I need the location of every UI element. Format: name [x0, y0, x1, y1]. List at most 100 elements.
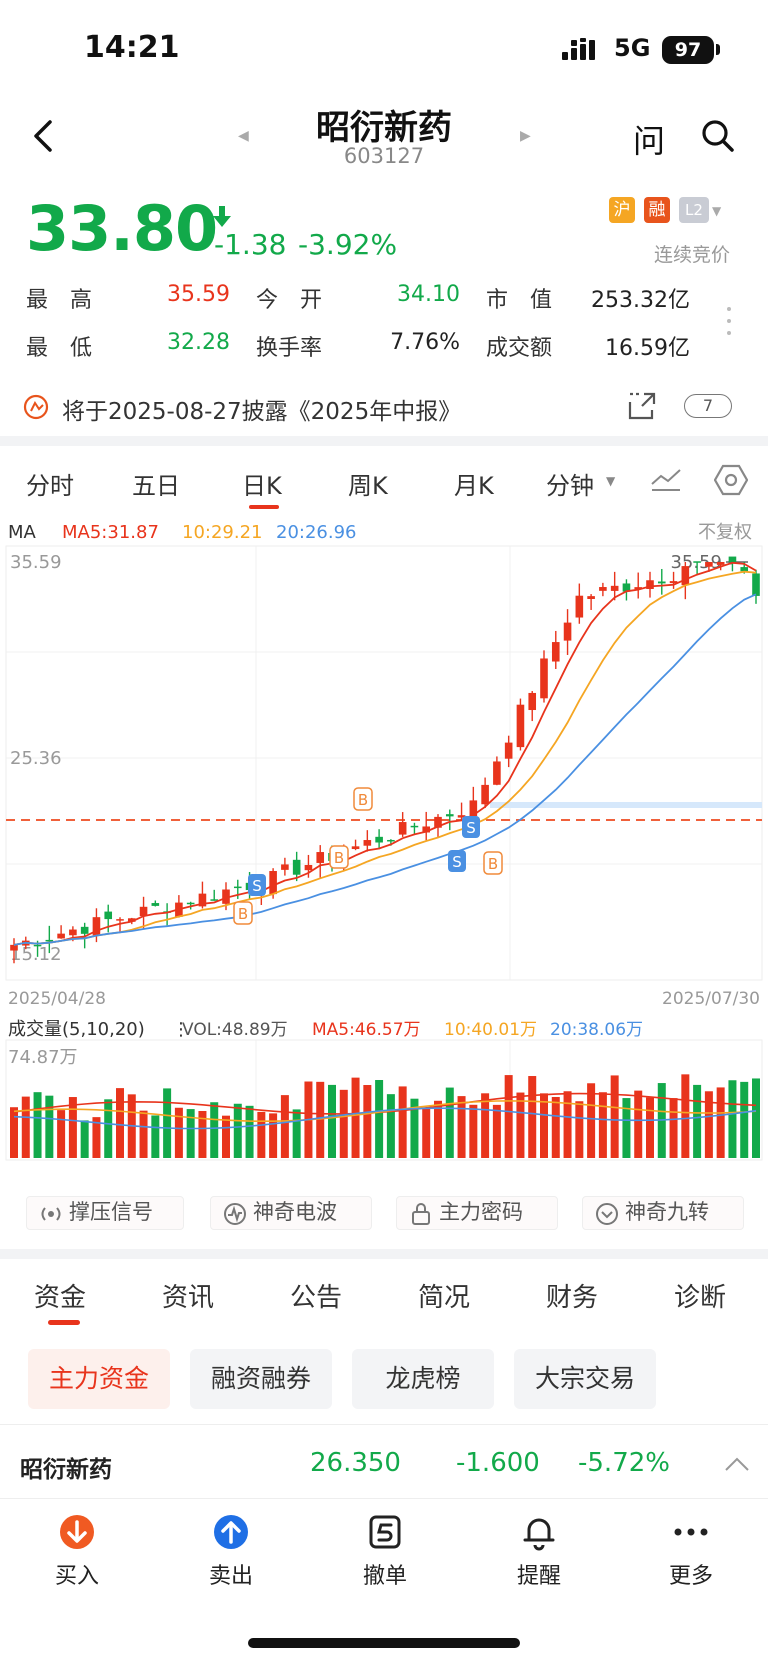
stat-label-mktcap: 市 值 — [486, 288, 553, 313]
back-icon[interactable] — [28, 116, 58, 156]
candle-body — [481, 784, 489, 805]
main-force-code-button[interactable]: 主力密码 — [396, 1196, 558, 1230]
volume-bar — [174, 1107, 183, 1158]
sell-signal-marker[interactable]: S — [462, 816, 480, 838]
tab-five-day[interactable]: 五日 — [132, 472, 180, 500]
volume-bar — [598, 1092, 607, 1158]
buy-button[interactable]: 买入 — [22, 1512, 132, 1590]
chevron-up-icon[interactable] — [724, 1456, 750, 1472]
candle-body — [104, 911, 113, 920]
tool-label: 撑压信号 — [69, 1200, 153, 1224]
tab-diagnosis[interactable]: 诊断 — [674, 1283, 727, 1313]
chip-main-funds[interactable]: 主力资金 — [28, 1349, 170, 1409]
volume-bars — [10, 1074, 760, 1158]
candle-body — [269, 871, 277, 895]
active-tab-indicator — [249, 505, 279, 509]
more-button[interactable]: 更多 — [636, 1512, 746, 1590]
magic-nine-button[interactable]: 神奇九转 — [582, 1196, 744, 1230]
candle-body — [151, 903, 160, 906]
candle-body — [233, 886, 242, 889]
section-divider — [0, 436, 768, 446]
volume-ma-lines — [13, 1092, 757, 1130]
stat-value-amount: 16.59亿 — [605, 336, 690, 361]
candle-body — [575, 595, 584, 618]
volume-bar — [445, 1087, 454, 1158]
alert-button[interactable]: 提醒 — [484, 1512, 594, 1590]
sell-signal-marker[interactable]: S — [448, 850, 466, 872]
search-icon[interactable] — [700, 118, 736, 154]
tool-label: 神奇九转 — [625, 1200, 709, 1224]
tab-minute[interactable]: 分钟 — [546, 472, 594, 500]
cancel-order-icon — [369, 1515, 401, 1549]
buy-signal-marker[interactable]: B — [353, 787, 373, 811]
tab-news[interactable]: 资讯 — [162, 1283, 215, 1313]
adjust-mode[interactable]: 不复权 — [698, 522, 752, 543]
buy-signal-marker[interactable]: B — [483, 851, 503, 875]
candlesticks — [10, 556, 760, 964]
chevron-down-icon[interactable]: ▼ — [712, 204, 722, 218]
notice-count-badge[interactable]: 7 — [684, 394, 732, 418]
candle-body — [80, 926, 89, 934]
volume-bar — [198, 1110, 207, 1158]
volume-bar — [33, 1092, 42, 1158]
chip-block-trade[interactable]: 大宗交易 — [514, 1349, 656, 1409]
buy-signal-marker[interactable]: B — [233, 901, 253, 925]
tab-monthly-k[interactable]: 月K — [454, 472, 494, 500]
next-stock-icon[interactable]: ▶ — [520, 128, 531, 144]
chevron-down-icon[interactable]: ▼ — [606, 474, 616, 488]
candle-body — [375, 836, 383, 843]
share-icon[interactable] — [626, 390, 658, 422]
more-vertical-icon[interactable] — [726, 306, 732, 336]
chip-margin-trading[interactable]: 融资融券 — [190, 1349, 332, 1409]
volume-bar — [551, 1096, 560, 1158]
volume-bar — [646, 1097, 654, 1158]
volume-bar — [68, 1097, 77, 1158]
support-resistance-button[interactable]: 撑压信号 — [26, 1196, 184, 1230]
tab-funds[interactable]: 资金 — [34, 1283, 87, 1313]
settings-icon[interactable] — [714, 464, 748, 496]
sell-signal-marker[interactable]: S — [248, 874, 266, 896]
indicator-icon[interactable] — [650, 466, 682, 494]
magic-wave-button[interactable]: 神奇电波 — [210, 1196, 372, 1230]
prev-stock-icon[interactable]: ◀ — [238, 128, 249, 144]
notice-icon — [23, 394, 49, 420]
svg-text:B: B — [488, 855, 498, 873]
candle-body — [198, 893, 207, 907]
tab-financials[interactable]: 财务 — [546, 1283, 599, 1313]
candle-body — [599, 587, 607, 591]
volume-bar — [740, 1081, 749, 1158]
battery-tip — [716, 44, 720, 55]
volume-bar — [563, 1091, 572, 1158]
chip-dragon-tiger[interactable]: 龙虎榜 — [352, 1349, 494, 1409]
volume-bar — [728, 1080, 737, 1158]
l2-badge[interactable]: L2 — [679, 197, 709, 223]
earnings-notice[interactable]: 将于2025-08-27披露《2025年中报》 — [62, 399, 462, 425]
price-change: -1.38 — [214, 228, 287, 261]
candle-body — [292, 859, 301, 875]
kline-chart[interactable]: MA MA5:31.87 10:29.21 20:26.96 不复权 35.59… — [0, 512, 768, 1180]
ma5-legend: MA5:31.87 — [62, 522, 159, 543]
buy-signal-marker[interactable]: B — [329, 845, 349, 869]
volume-bar — [57, 1110, 66, 1158]
candle-body — [716, 562, 725, 565]
volume-bar — [316, 1081, 325, 1158]
volume-bar — [375, 1080, 384, 1158]
buy-label: 买入 — [54, 1564, 99, 1589]
volume-title[interactable]: 成交量(5,10,20) — [8, 1019, 145, 1040]
candle-body — [752, 573, 760, 596]
cancel-order-button[interactable]: 撤单 — [330, 1512, 440, 1590]
svg-text:S: S — [466, 819, 476, 837]
tab-intraday[interactable]: 分时 — [26, 472, 74, 500]
stat-value-high: 35.59 — [167, 282, 230, 307]
ask-icon[interactable]: 问 — [633, 122, 666, 160]
tab-daily-k[interactable]: 日K — [242, 472, 282, 500]
svg-text:B: B — [238, 905, 248, 923]
volume-bar — [492, 1104, 501, 1158]
tab-announcements[interactable]: 公告 — [290, 1283, 343, 1313]
tab-profile[interactable]: 简况 — [418, 1283, 471, 1313]
volume-bar — [540, 1093, 548, 1158]
tab-weekly-k[interactable]: 周K — [348, 472, 388, 500]
candle-body — [92, 917, 101, 936]
sell-button[interactable]: 卖出 — [176, 1512, 286, 1590]
ma5-line — [13, 561, 757, 946]
